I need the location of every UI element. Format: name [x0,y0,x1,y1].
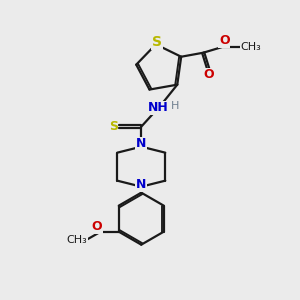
Text: O: O [203,68,214,81]
Text: CH₃: CH₃ [66,235,87,245]
Text: H: H [171,101,179,111]
Text: NH: NH [148,101,169,114]
Text: CH₃: CH₃ [241,42,262,52]
Text: O: O [219,34,230,47]
Text: N: N [136,137,146,150]
Text: N: N [136,178,146,191]
Text: O: O [92,220,102,233]
Text: S: S [152,35,162,50]
Text: S: S [109,120,118,133]
